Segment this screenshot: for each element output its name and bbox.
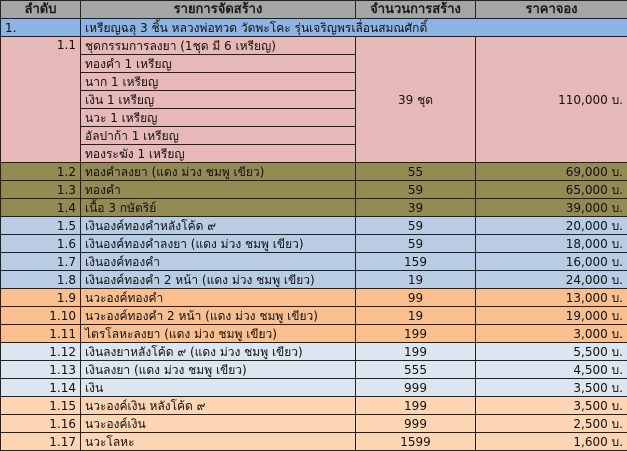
row-item-name: นวะองค์เงิน หลังโค้ด ๙ xyxy=(81,397,356,415)
set-item-name: นวะ 1 เหรียญ xyxy=(81,109,356,127)
section-title: เหรียญฉลุ 3 ชิ้น หลวงพ่อทวด วัดพะโคะ รุ่… xyxy=(81,19,627,37)
row-no: 1.14 xyxy=(1,379,81,397)
row-item-name: เงินองค์ทองคำลงยา (แดง ม่วง ชมพู เขียว) xyxy=(81,235,356,253)
header-quantity: จำนวนการสร้าง xyxy=(356,1,476,19)
row-price: 18,000 บ. xyxy=(476,235,627,253)
row-price: 19,000 บ. xyxy=(476,307,627,325)
row-quantity: 199 xyxy=(356,325,476,343)
row-quantity: 59 xyxy=(356,181,476,199)
row-item-name: เงินองค์ทองคำ 2 หน้า (แดง ม่วง ชมพู เขีย… xyxy=(81,271,356,289)
set-quantity: 39 ชุด xyxy=(356,37,476,163)
row-item-name: เงินลงยา (แดง ม่วง ชมพู เขียว) xyxy=(81,361,356,379)
row-item-name: ไตรโลหะลงยา (แดง ม่วง ชมพู เขียว) xyxy=(81,325,356,343)
row-price: 16,000 บ. xyxy=(476,253,627,271)
row-quantity: 199 xyxy=(356,343,476,361)
row-no: 1.9 xyxy=(1,289,81,307)
header-price: ราคาจอง xyxy=(476,1,627,19)
row-no: 1.6 xyxy=(1,235,81,253)
row-no: 1.15 xyxy=(1,397,81,415)
row-no: 1.5 xyxy=(1,217,81,235)
row-no: 1.2 xyxy=(1,163,81,181)
row-no: 1.8 xyxy=(1,271,81,289)
row-quantity: 59 xyxy=(356,217,476,235)
row-item-name: ทองคำ xyxy=(81,181,356,199)
row-item-name: เงิน xyxy=(81,379,356,397)
set-item-name: ทองระฆัง 1 เหรียญ xyxy=(81,145,356,163)
row-no: 1.4 xyxy=(1,199,81,217)
row-item-name: นวะองค์เงิน xyxy=(81,415,356,433)
row-price: 65,000 บ. xyxy=(476,181,627,199)
row-item-name: เงินลงยาหลังโค้ด ๙ (แดง ม่วง ชมพู เขียว) xyxy=(81,343,356,361)
row-price: 24,000 บ. xyxy=(476,271,627,289)
row-item-name: เงินองค์ทองคำหลังโค้ด ๙ xyxy=(81,217,356,235)
row-price: 5,500 บ. xyxy=(476,343,627,361)
row-no: 1.13 xyxy=(1,361,81,379)
header-no: ลำดับ xyxy=(1,1,81,19)
row-no: 1.16 xyxy=(1,415,81,433)
row-no: 1.7 xyxy=(1,253,81,271)
row-quantity: 19 xyxy=(356,307,476,325)
row-quantity: 999 xyxy=(356,379,476,397)
row-quantity: 55 xyxy=(356,163,476,181)
row-price: 69,000 บ. xyxy=(476,163,627,181)
row-quantity: 999 xyxy=(356,415,476,433)
row-no: 1.10 xyxy=(1,307,81,325)
row-item-name: เนื้อ 3 กษัตริย์ xyxy=(81,199,356,217)
set-price: 110,000 บ. xyxy=(476,37,627,163)
set-item-name: ทองคำ 1 เหรียญ xyxy=(81,55,356,73)
row-price: 2,500 บ. xyxy=(476,415,627,433)
set-item-name: เงิน 1 เหรียญ xyxy=(81,91,356,109)
row-price: 13,000 บ. xyxy=(476,289,627,307)
row-no: 1.3 xyxy=(1,181,81,199)
row-quantity: 555 xyxy=(356,361,476,379)
row-quantity: 199 xyxy=(356,397,476,415)
header-row: ลำดับ รายการจัดสร้าง จำนวนการสร้าง ราคาจ… xyxy=(1,1,627,19)
header-item: รายการจัดสร้าง xyxy=(81,1,356,19)
set-item-name: ชุดกรรมการลงยา (1ชุด มี 6 เหรียญ) xyxy=(81,37,356,55)
row-price: 20,000 บ. xyxy=(476,217,627,235)
row-item-name: นวะองค์ทองคำ xyxy=(81,289,356,307)
row-item-name: ทองคำลงยา (แดง ม่วง ชมพู เขียว) xyxy=(81,163,356,181)
row-price: 4,500 บ. xyxy=(476,361,627,379)
row-quantity: 39 xyxy=(356,199,476,217)
row-quantity: 159 xyxy=(356,253,476,271)
section-no: 1. xyxy=(1,19,81,37)
row-item-name: นวะองค์ทองคำ 2 หน้า (แดง ม่วง ชมพู เขียว… xyxy=(81,307,356,325)
row-quantity: 59 xyxy=(356,235,476,253)
row-price: 3,500 บ. xyxy=(476,397,627,415)
row-no: 1.11 xyxy=(1,325,81,343)
row-quantity: 19 xyxy=(356,271,476,289)
row-price: 3,500 บ. xyxy=(476,379,627,397)
row-quantity: 99 xyxy=(356,289,476,307)
set-item-name: อัลปาก้า 1 เหรียญ xyxy=(81,127,356,145)
section-row: 1. เหรียญฉลุ 3 ชิ้น หลวงพ่อทวด วัดพะโคะ … xyxy=(1,19,627,37)
row-price: 39,000 บ. xyxy=(476,199,627,217)
row-no: 1.12 xyxy=(1,343,81,361)
set-no: 1.1 xyxy=(1,37,81,163)
set-item-name: นาก 1 เหรียญ xyxy=(81,73,356,91)
row-item-name: เงินองค์ทองคำ xyxy=(81,253,356,271)
row-price: 3,000 บ. xyxy=(476,325,627,343)
